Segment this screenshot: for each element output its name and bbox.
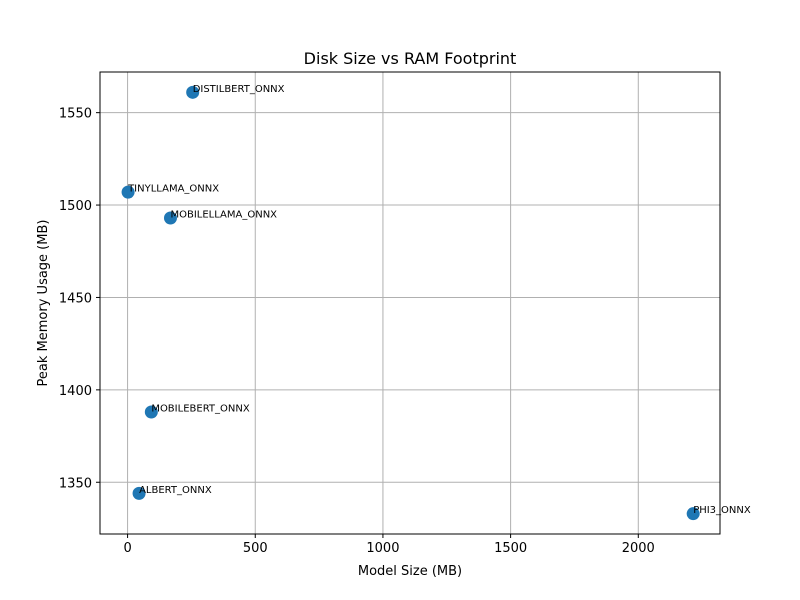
point-label: MOBILEBERT_ONNX (151, 404, 250, 415)
y-axis-label: Peak Memory Usage (MB) (36, 220, 51, 387)
x-tick-label: 0 (123, 541, 131, 556)
data-point (121, 185, 135, 199)
data-point (686, 507, 700, 521)
y-tick-label: 1450 (59, 291, 92, 306)
point-label: MOBILELLAMA_ONNX (170, 209, 277, 220)
x-axis-label: Model Size (MB) (358, 564, 462, 579)
data-point (186, 85, 200, 99)
point-label: PHI3_ONNX (693, 505, 751, 516)
grid-lines (100, 72, 720, 534)
y-axis-ticks: 1350 1400 1450 1500 1550 (59, 107, 100, 491)
x-tick-label: 1500 (494, 541, 527, 556)
data-points (121, 85, 700, 521)
x-tick-label: 500 (243, 541, 268, 556)
data-point (144, 405, 158, 419)
data-point (132, 486, 146, 500)
x-tick-label: 1000 (366, 541, 399, 556)
point-label: DISTILBERT_ONNX (193, 84, 285, 95)
y-tick-label: 1350 (59, 476, 92, 491)
point-label: TINYLLAMA_ONNX (127, 184, 219, 195)
y-tick-label: 1400 (59, 384, 92, 399)
x-tick-label: 2000 (622, 541, 655, 556)
plot-area-frame (99, 71, 721, 535)
chart-title: Disk Size vs RAM Footprint (304, 49, 517, 68)
point-labels: DISTILBERT_ONNX TINYLLAMA_ONNX MOBILELLAMA… (127, 84, 751, 516)
x-axis-ticks: 0 500 1000 1500 2000 (123, 534, 655, 556)
point-label: ALBERT_ONNX (139, 485, 212, 496)
y-tick-label: 1500 (59, 199, 92, 214)
y-tick-label: 1550 (59, 107, 92, 122)
data-point (163, 211, 177, 225)
